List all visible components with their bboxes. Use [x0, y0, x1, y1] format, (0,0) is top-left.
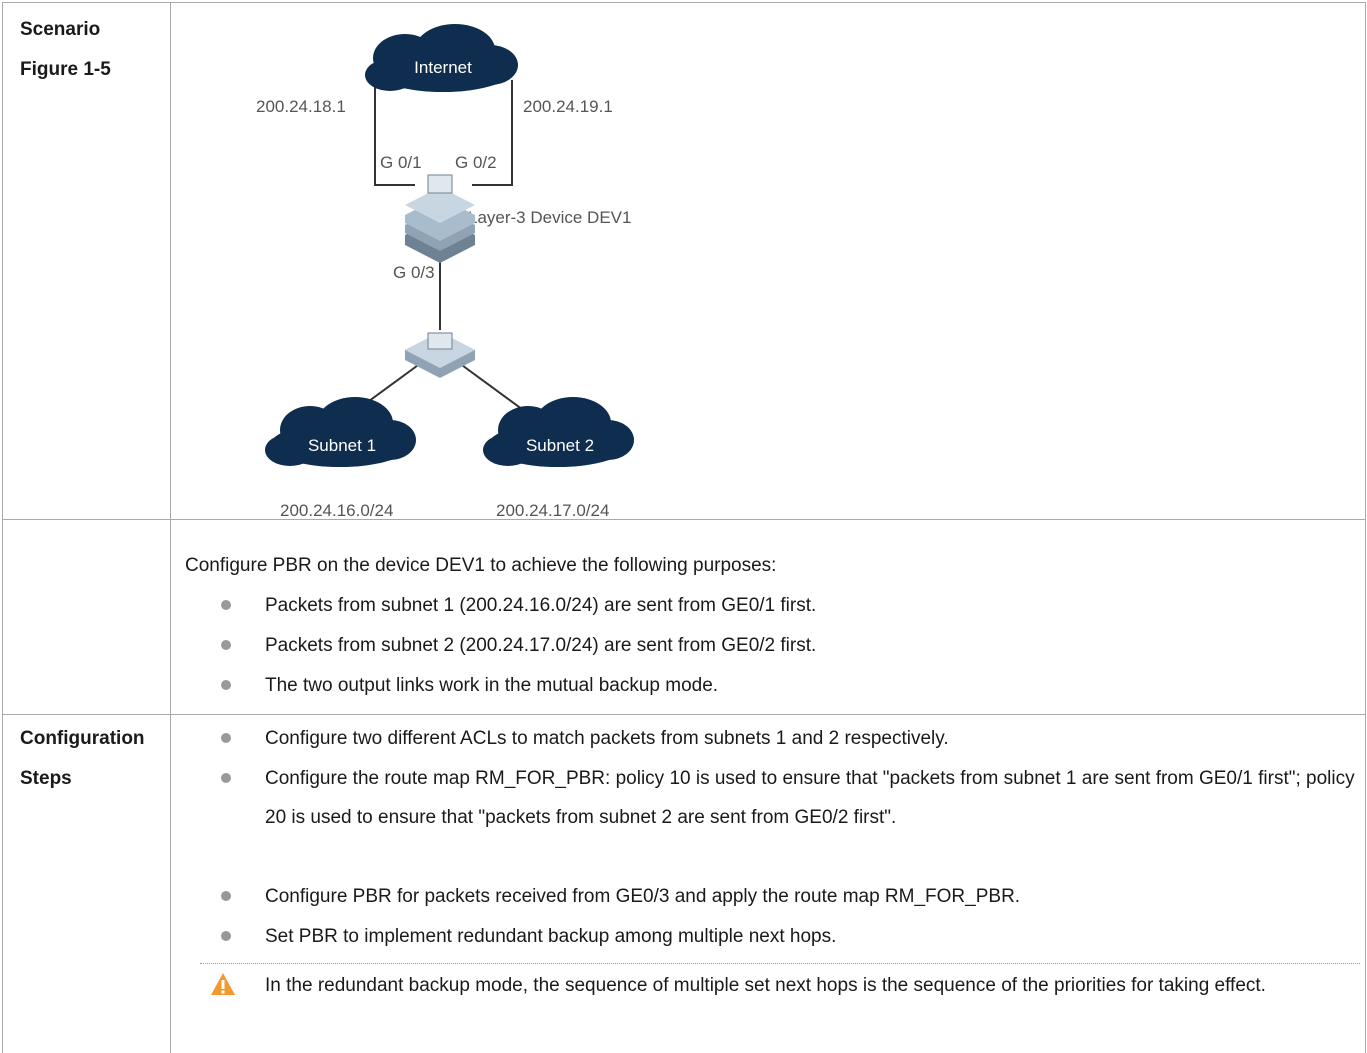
bullet-text: Configure PBR for packets received from …	[265, 886, 1021, 907]
bullet	[221, 891, 231, 901]
switch	[405, 332, 475, 378]
cloud-label: Internet	[414, 58, 472, 77]
bullet-text: Configure the route map RM_FOR_PBR: poli…	[265, 768, 1355, 828]
border	[1365, 2, 1366, 1053]
intro: Configure PBR on the device DEV1 to achi…	[185, 555, 777, 576]
bullet	[221, 931, 231, 941]
row-label: Steps	[20, 768, 72, 789]
port: G 0/3	[393, 263, 435, 282]
link	[472, 80, 513, 186]
row-label: Figure 1-5	[20, 59, 111, 80]
border	[2, 519, 1365, 520]
cloud-label: Subnet 2	[526, 436, 594, 455]
address: 200.24.16.0/24	[280, 501, 393, 520]
address: 200.24.17.0/24	[496, 501, 609, 520]
bullet	[221, 600, 231, 610]
cloud	[265, 397, 416, 467]
bullet-text: Configure two different ACLs to match pa…	[265, 728, 949, 749]
bullet	[221, 640, 231, 650]
cloud-label: Subnet 1	[308, 436, 376, 455]
port: G 0/2	[455, 153, 497, 172]
bullet	[221, 680, 231, 690]
bullet-text: Set PBR to implement redundant backup am…	[265, 926, 837, 947]
separator	[200, 963, 1360, 964]
bullet-text: Packets from subnet 1 (200.24.16.0/24) a…	[265, 595, 817, 616]
border	[170, 2, 171, 1053]
border	[2, 714, 1365, 715]
note: In the redundant backup mode, the sequen…	[265, 975, 1266, 996]
warning-icon	[211, 973, 235, 995]
address: 200.24.19.1	[523, 97, 613, 116]
border	[2, 2, 1365, 3]
network-diagram: Internet Subnet 1 Subnet 2 Layer-3 Devic…	[256, 24, 634, 520]
bullet	[221, 773, 231, 783]
link	[454, 359, 531, 416]
row-label: Configuration	[20, 728, 145, 749]
bullet-text: Packets from subnet 2 (200.24.17.0/24) a…	[265, 635, 817, 656]
link	[374, 80, 415, 186]
cloud	[365, 24, 518, 92]
l3-device	[405, 174, 475, 263]
device-label: Layer-3 Device DEV1	[468, 208, 631, 227]
address: 200.24.18.1	[256, 97, 346, 116]
port: G 0/1	[380, 153, 422, 172]
bullet-text: The two output links work in the mutual …	[265, 675, 719, 696]
bullet	[221, 733, 231, 743]
row-label: Scenario	[20, 19, 101, 40]
border	[2, 2, 3, 1053]
diagram-labels: 200.24.18.1 200.24.19.1 200.24.16.0/24 2…	[256, 97, 613, 520]
cloud	[483, 397, 634, 467]
